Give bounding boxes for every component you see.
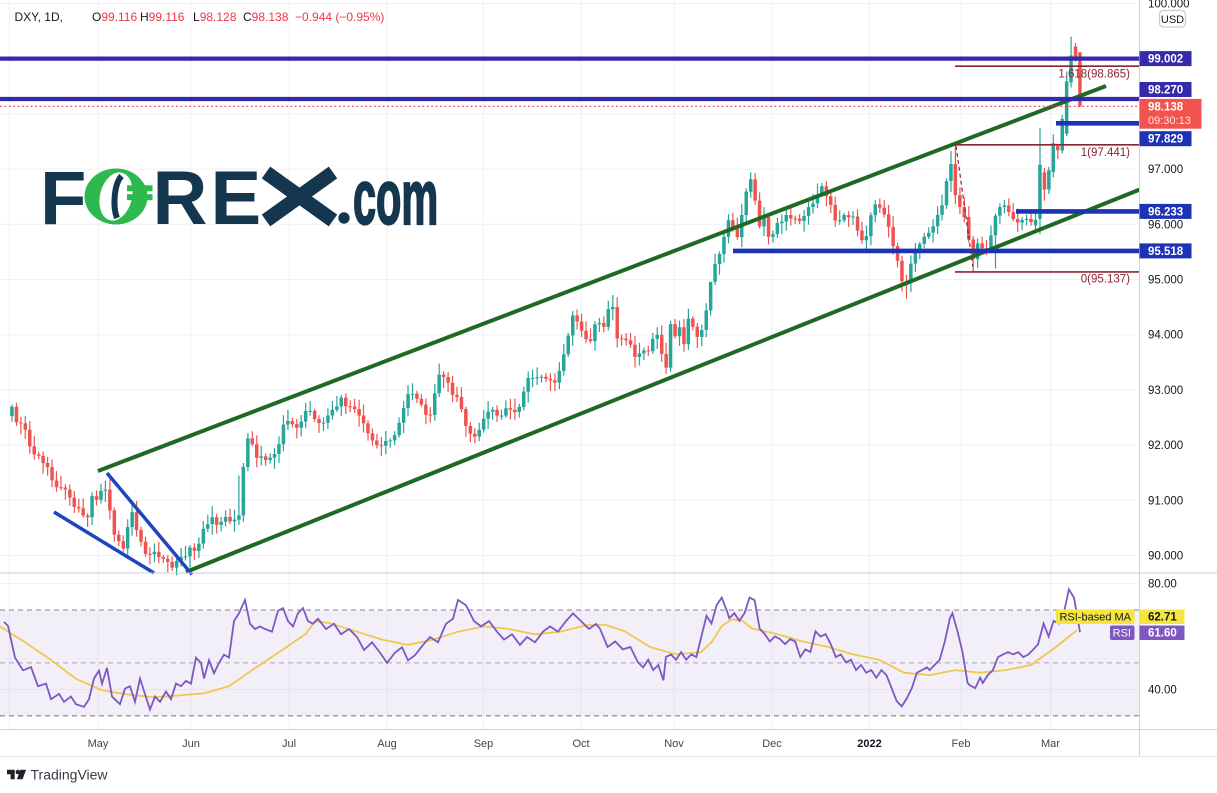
svg-text:Nov: Nov — [664, 738, 684, 750]
svg-text:Oct: Oct — [572, 738, 589, 750]
svg-text:RSI-based MA: RSI-based MA — [1059, 612, 1131, 624]
svg-text:Sep: Sep — [474, 738, 494, 750]
svg-text:DXY, 1D,: DXY, 1D, — [15, 10, 63, 24]
svg-text:97.000: 97.000 — [1148, 164, 1183, 176]
svg-text:Dec: Dec — [762, 738, 782, 750]
svg-text:Feb: Feb — [952, 738, 971, 750]
svg-text:Jul: Jul — [282, 738, 296, 750]
svg-text:99.002: 99.002 — [1148, 54, 1183, 66]
svg-text:96.233: 96.233 — [1148, 206, 1183, 218]
svg-text:94.000: 94.000 — [1148, 330, 1183, 342]
svg-text:USD: USD — [1161, 14, 1184, 26]
svg-text:98.138: 98.138 — [1148, 102, 1184, 114]
svg-text:RSI: RSI — [1113, 628, 1131, 640]
svg-text:C98.138: C98.138 — [243, 10, 289, 24]
svg-text:2022: 2022 — [857, 738, 881, 750]
svg-text:Mar: Mar — [1041, 738, 1060, 750]
svg-text:O99.116: O99.116 — [92, 10, 137, 24]
svg-text:TradingView: TradingView — [31, 767, 109, 783]
svg-text:100.000: 100.000 — [1148, 0, 1190, 11]
svg-text:Jun: Jun — [182, 738, 200, 750]
svg-text:1(97.441): 1(97.441) — [1081, 147, 1130, 159]
svg-text:Aug: Aug — [377, 738, 397, 750]
svg-text:1.618(98.865): 1.618(98.865) — [1058, 69, 1130, 81]
svg-text:93.000: 93.000 — [1148, 385, 1183, 397]
svg-text:F: F — [40, 156, 86, 241]
svg-text:H99.116: H99.116 — [140, 10, 185, 24]
svg-text:L98.128: L98.128 — [193, 10, 237, 24]
svg-text:80.00: 80.00 — [1148, 579, 1177, 591]
svg-text:62.71: 62.71 — [1148, 612, 1177, 624]
svg-text:96.000: 96.000 — [1148, 219, 1183, 231]
svg-text:95.518: 95.518 — [1148, 246, 1184, 258]
svg-text:−0.944 (−0.95%): −0.944 (−0.95%) — [295, 10, 384, 24]
svg-text:40.00: 40.00 — [1148, 684, 1177, 696]
svg-text:May: May — [88, 738, 109, 750]
svg-text:90.000: 90.000 — [1148, 551, 1183, 563]
svg-text:61.60: 61.60 — [1148, 628, 1177, 640]
svg-text:09:30:13: 09:30:13 — [1148, 115, 1191, 127]
svg-text:98.270: 98.270 — [1148, 85, 1183, 97]
svg-text:RE: RE — [153, 156, 265, 241]
svg-text:0(95.137): 0(95.137) — [1081, 274, 1130, 286]
svg-text:97.829: 97.829 — [1148, 134, 1183, 146]
svg-text:91.000: 91.000 — [1148, 495, 1183, 507]
svg-text:95.000: 95.000 — [1148, 275, 1183, 287]
svg-text:com: com — [353, 156, 438, 242]
svg-text:92.000: 92.000 — [1148, 440, 1183, 452]
